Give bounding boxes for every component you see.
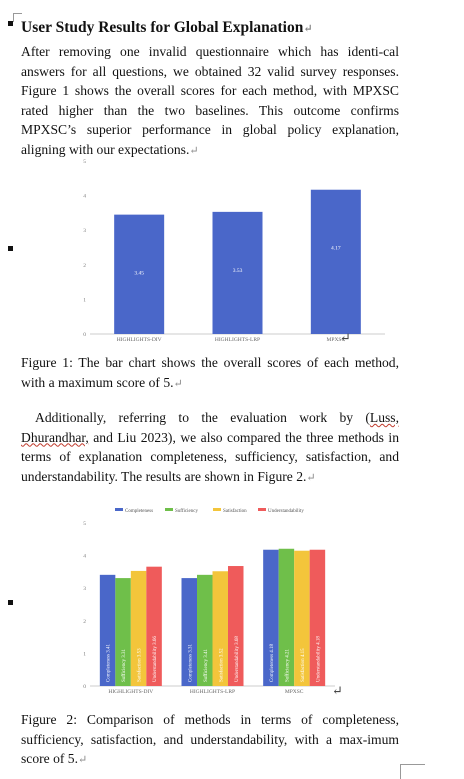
y-tick-label: 1 <box>83 297 86 303</box>
bar-sufficiency <box>197 574 213 686</box>
bar-highlights-lrp <box>212 211 263 334</box>
legend-swatch <box>115 508 123 511</box>
figure-bullet <box>8 600 13 605</box>
return-mark: ↵ <box>173 377 183 390</box>
bar-data-label: Understandability 4.18 <box>316 636 321 682</box>
figure-2-caption: Figure 2: Comparison of methods in terms… <box>21 710 399 771</box>
y-tick-label: 2 <box>83 619 86 625</box>
y-tick-label: 4 <box>83 554 86 560</box>
return-mark: ↵ <box>189 144 199 157</box>
figure-2-grouped-bar-chart: Completeness Sufficiency Satisfaction Under… <box>83 508 335 695</box>
x-tick-label: HIGHLIGHTS-DIV <box>108 689 153 695</box>
bar-completeness <box>181 578 197 686</box>
x-tick-label: HIGHLIGHTS-LRP <box>190 689 235 695</box>
bar-data-label: Sufficiency 4.21 <box>285 649 290 682</box>
page-corner-marker <box>13 13 22 22</box>
bar-data-label: 3.45 <box>134 271 144 277</box>
y-tick-label: 0 <box>83 684 86 690</box>
x-tick-label: HIGHLIGHTS-LRP <box>215 337 260 343</box>
figure-2-caption-text: Figure 2: Comparison of methods in terms… <box>21 712 399 767</box>
bar-data-label: Completeness 4.18 <box>270 643 275 682</box>
y-tick-label: 4 <box>83 194 86 200</box>
x-tick-label: MPXSC <box>327 337 346 343</box>
paragraph-2: Additionally, referring to the evaluatio… <box>21 408 399 488</box>
y-tick-label: 1 <box>83 651 86 657</box>
legend-entry: Satisfaction <box>223 509 247 514</box>
figure-bullet <box>8 246 13 251</box>
bar-highlights-div <box>114 214 165 334</box>
bar-understandability <box>309 549 326 686</box>
paragraph-2-text-b: and Liu 2023), we also compared the thre… <box>21 429 399 484</box>
bar-data-label: Satisfaction 3.53 <box>138 648 143 682</box>
bar-data-label: Sufficiency 3.31 <box>122 649 127 682</box>
return-mark: ↵ <box>78 754 88 767</box>
bar-data-label: Completeness 3.31 <box>188 643 193 682</box>
section-heading: User Study Results for Global Explanatio… <box>21 19 313 37</box>
page-corner-marker <box>400 764 425 779</box>
bar-data-label: Understandability 3.66 <box>153 636 158 682</box>
return-mark: ↵ <box>303 23 313 35</box>
figure-1-caption-text: Figure 1: The bar chart shows the overal… <box>21 355 399 390</box>
enter-mark: ↵ <box>332 683 343 698</box>
paragraph-bullet <box>8 21 13 26</box>
y-tick-label: 5 <box>83 159 86 165</box>
bar-satisfaction <box>294 550 310 686</box>
bar-data-label: Understandability 3.68 <box>235 636 240 682</box>
bar-data-label: Completeness 3.41 <box>107 643 112 682</box>
bar-data-label: Satisfaction 3.52 <box>219 648 224 682</box>
x-tick-label: HIGHLIGHTS-DIV <box>117 337 162 343</box>
bar-understandability <box>228 566 244 686</box>
x-tick-label: MPXSC <box>285 689 304 695</box>
bar-satisfaction <box>212 571 228 686</box>
bar-satisfaction <box>130 570 147 686</box>
bar-data-label: 4.17 <box>331 246 341 252</box>
bar-data-label: Satisfaction 4.15 <box>301 648 306 682</box>
citation-authors[interactable]: Luss, Dhurandhar, <box>21 410 399 445</box>
enter-mark: ↵ <box>340 330 351 345</box>
bar-sufficiency <box>115 578 131 686</box>
legend-entry: Sufficiency <box>175 509 198 514</box>
y-tick-label: 3 <box>83 586 86 592</box>
bar-data-label: 3.53 <box>233 268 243 274</box>
bar-data-label: Sufficiency 3.41 <box>204 649 209 682</box>
legend-swatch <box>165 508 173 511</box>
legend-swatch <box>213 508 221 511</box>
paragraph-1-text: After removing one invalid questionnaire… <box>21 44 399 157</box>
figure-1-caption: Figure 1: The bar chart shows the overal… <box>21 353 399 394</box>
return-mark: ↵ <box>306 471 316 484</box>
legend-entry: Completeness <box>125 509 153 514</box>
paragraph-2-text-a: Additionally, referring to the evaluatio… <box>35 410 370 425</box>
y-tick-label: 5 <box>83 521 86 527</box>
bar-completeness <box>99 574 116 686</box>
legend-swatch <box>258 508 266 511</box>
legend-entry: Understandability <box>268 509 304 514</box>
y-tick-label: 3 <box>83 228 86 234</box>
y-tick-label: 2 <box>83 263 86 269</box>
paragraph-1: After removing one invalid questionnaire… <box>21 42 399 162</box>
heading-text: User Study Results for Global Explanatio… <box>21 19 304 36</box>
bar-sufficiency <box>278 548 295 686</box>
bar-understandability <box>146 566 162 686</box>
y-tick-label: 0 <box>83 332 86 338</box>
figure-1-bar-chart: 0 1 2 3 4 5 3.45 HIGHLIGHTS-DIV 3.53 HIGHLIGHTS-L… <box>83 159 385 343</box>
bar-mpxsc <box>310 189 361 334</box>
bar-completeness <box>263 549 279 686</box>
